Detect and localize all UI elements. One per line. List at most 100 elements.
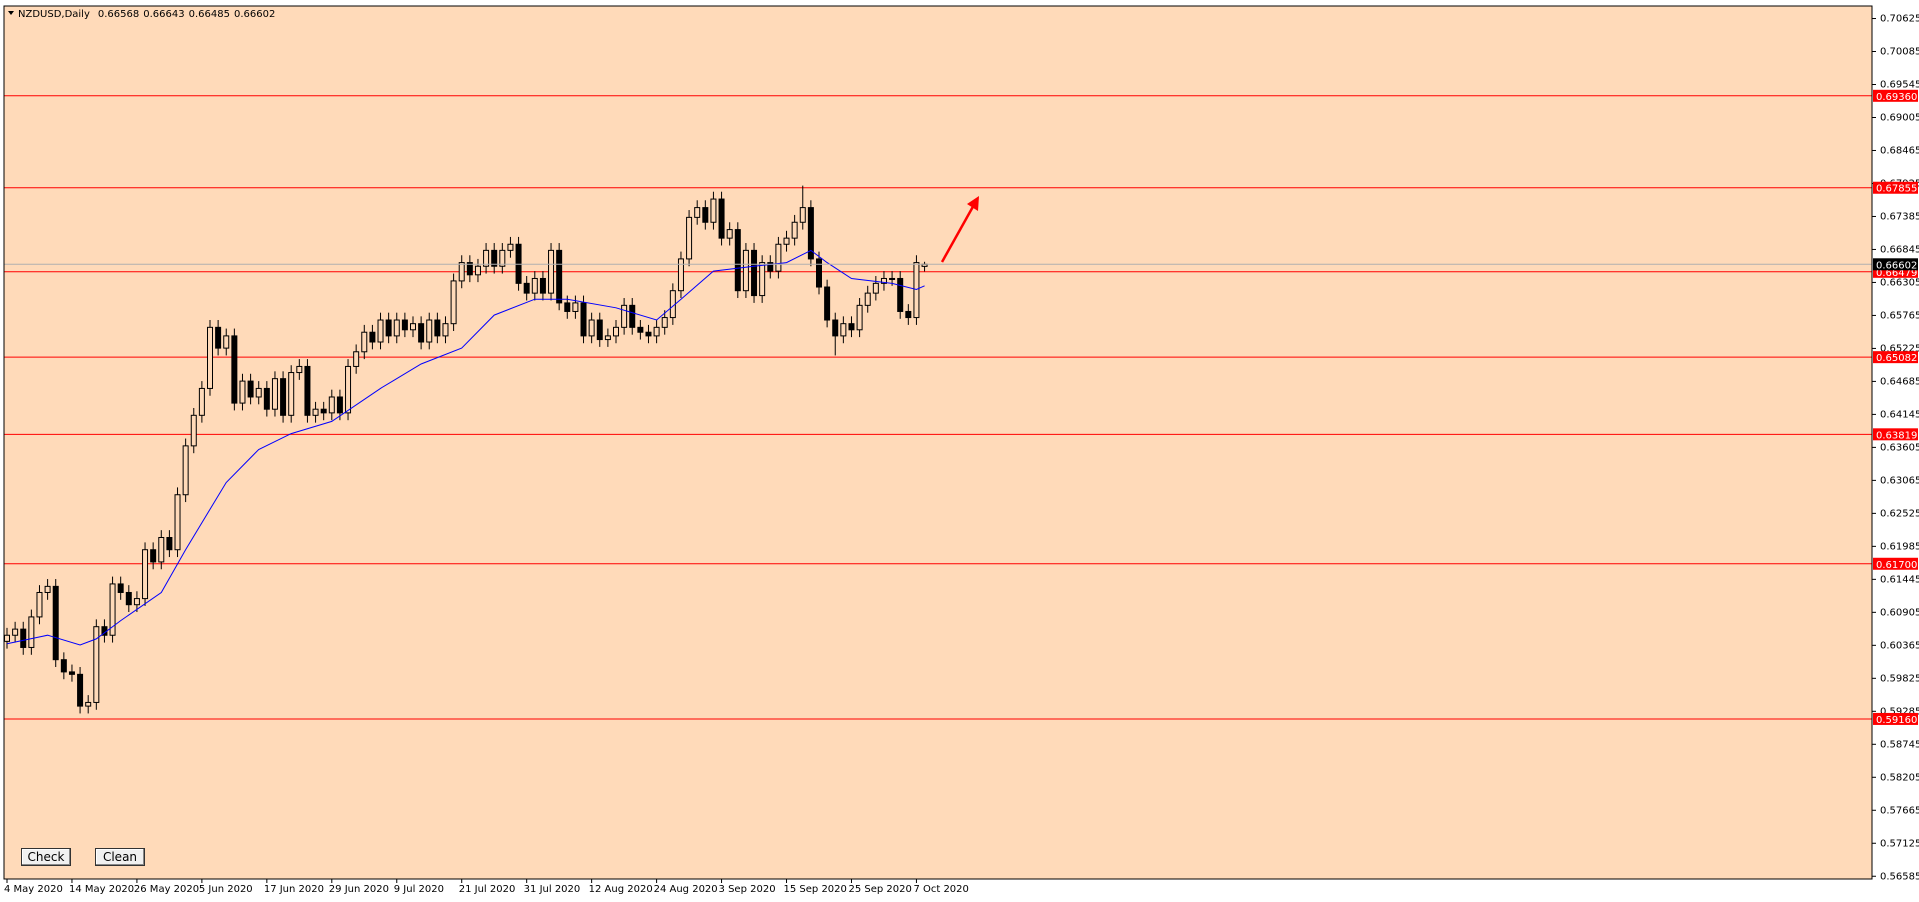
candle-body <box>653 326 660 337</box>
candle-body <box>775 243 782 272</box>
current-price-box <box>1873 258 1918 271</box>
y-tick-label: 0.59825 <box>1880 673 1919 684</box>
candle-body <box>207 326 213 389</box>
candle-body <box>361 331 368 353</box>
y-tick-label: 0.62525 <box>1880 508 1919 519</box>
candle-body <box>499 249 506 267</box>
x-tick-label: 25 Sep 2020 <box>848 884 911 895</box>
candle-body <box>288 372 295 416</box>
y-tick-label: 0.67385 <box>1880 211 1919 222</box>
candle-body <box>4 634 10 642</box>
y-tick-label: 0.58205 <box>1880 772 1919 783</box>
y-tick-label: 0.58745 <box>1880 739 1919 750</box>
candle-body <box>807 207 814 260</box>
y-tick-label: 0.69545 <box>1880 80 1919 91</box>
candle-body <box>328 396 335 414</box>
candle-body <box>816 258 822 288</box>
candle-body <box>613 326 619 337</box>
candle-body <box>702 207 709 223</box>
candle-body <box>889 277 896 280</box>
candle-body <box>645 331 652 337</box>
candle-body <box>410 323 416 331</box>
x-tick-label: 12 Aug 2020 <box>589 884 653 895</box>
candle-body <box>182 445 189 496</box>
x-tick-label: 29 Jun 2020 <box>329 884 389 895</box>
y-tick-label: 0.63065 <box>1880 475 1919 486</box>
y-tick-label: 0.64685 <box>1880 376 1919 387</box>
y-tick-label: 0.57665 <box>1880 805 1919 816</box>
plot-frame <box>3 5 1873 880</box>
level-label: 0.63819 <box>1876 430 1917 441</box>
moving-average <box>6 249 925 646</box>
level-label-box <box>1873 712 1918 725</box>
x-tick-label: 14 May 2020 <box>69 884 134 895</box>
candle-body <box>312 408 319 416</box>
candle-body <box>369 331 376 343</box>
candle-body <box>223 335 230 349</box>
candle-body <box>523 282 530 294</box>
y-tick-label: 0.65765 <box>1880 310 1919 321</box>
candle-body <box>304 365 311 416</box>
candle-body <box>686 216 693 260</box>
check-button[interactable]: Check <box>21 848 71 866</box>
candle-body <box>12 628 19 636</box>
x-tick-label: 31 Jul 2020 <box>524 884 581 895</box>
y-tick-label: 0.66845 <box>1880 244 1919 255</box>
level-label-box <box>1873 351 1918 364</box>
candle-body <box>677 258 684 292</box>
level-label: 0.69360 <box>1876 92 1917 103</box>
y-tick-label: 0.63605 <box>1880 442 1919 453</box>
candle-body <box>872 282 879 294</box>
candle-body <box>255 387 262 398</box>
candle-body <box>637 326 644 333</box>
arrow-head <box>967 196 979 211</box>
candle-body <box>913 262 920 319</box>
level-label: 0.59160 <box>1876 715 1917 726</box>
y-tick-label: 0.57125 <box>1880 838 1919 849</box>
header-symbol: NZDUSD,Daily <box>18 9 90 20</box>
clean-button[interactable]: Clean <box>95 848 145 866</box>
candle-body <box>133 598 140 606</box>
candle-body <box>897 277 904 312</box>
candle-body <box>824 286 831 321</box>
candle-body <box>263 387 270 410</box>
level-label-box <box>1873 89 1918 102</box>
candle-body <box>142 549 149 600</box>
candle-body <box>401 319 408 331</box>
candle-body <box>572 302 579 312</box>
candle-body <box>458 262 465 282</box>
x-tick-label: 26 May 2020 <box>134 884 199 895</box>
candle-body <box>93 626 100 703</box>
candle-body <box>150 549 157 563</box>
x-tick-label: 9 Jul 2020 <box>394 884 444 895</box>
candle-body <box>198 387 205 416</box>
candle-body <box>564 302 571 312</box>
x-tick-label: 21 Jul 2020 <box>459 884 516 895</box>
x-tick-label: 5 Jun 2020 <box>199 884 253 895</box>
candle-body <box>791 221 798 239</box>
candle-body <box>596 319 603 341</box>
candle-body <box>44 585 51 593</box>
candle-body <box>694 207 701 218</box>
candle-body <box>840 323 847 337</box>
candle-body <box>377 319 384 343</box>
x-tick-label: 17 Jun 2020 <box>264 884 324 895</box>
candle-body <box>353 351 360 367</box>
y-tick-label: 0.61985 <box>1880 541 1919 552</box>
candle-body <box>548 249 555 294</box>
y-tick-label: 0.64145 <box>1880 409 1919 420</box>
candle-body <box>320 408 327 414</box>
candle-body <box>77 673 84 707</box>
candle-body <box>629 304 636 328</box>
y-tick-label: 0.56585 <box>1880 871 1919 882</box>
y-tick-label: 0.68465 <box>1880 145 1919 156</box>
candle-body <box>588 319 595 337</box>
candle-body <box>385 319 392 337</box>
candle-body <box>20 628 27 648</box>
candle-body <box>507 243 514 251</box>
candle-body <box>280 378 287 416</box>
x-tick-label: 24 Aug 2020 <box>654 884 718 895</box>
candle-body <box>442 323 449 337</box>
candle-body <box>742 249 749 292</box>
candle-body <box>661 317 668 328</box>
